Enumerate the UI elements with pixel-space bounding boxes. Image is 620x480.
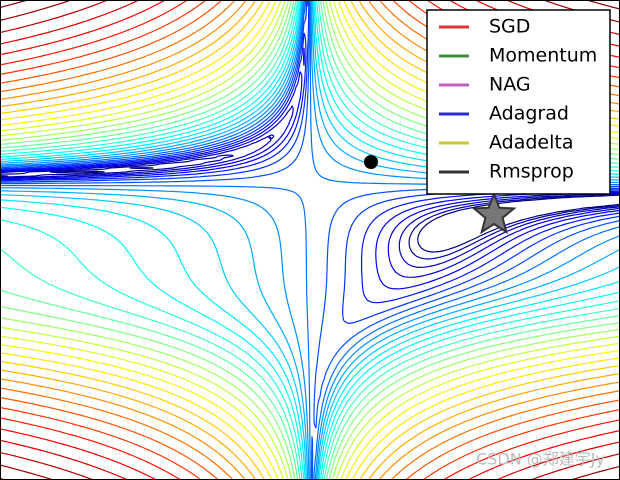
start-point — [364, 155, 378, 169]
legend-label: Rmsprop — [489, 161, 574, 183]
contour-line — [0, 0, 620, 304]
legend-label: Adadelta — [489, 132, 574, 154]
legend-label: NAG — [489, 74, 531, 96]
minimum-star — [471, 191, 517, 235]
legend-label: Momentum — [489, 45, 597, 67]
contour-line — [0, 154, 620, 260]
legend-label: Adagrad — [489, 103, 569, 125]
legend: SGD Momentum NAG Adagrad Adadelta Rmsprop — [426, 9, 611, 195]
watermark: CSDN @郑建宇Jy — [476, 450, 605, 469]
contour-line — [0, 167, 620, 253]
legend-box — [426, 9, 611, 195]
contour-line — [0, 105, 620, 278]
contour-line — [0, 47, 620, 290]
legend-label: SGD — [489, 16, 530, 38]
